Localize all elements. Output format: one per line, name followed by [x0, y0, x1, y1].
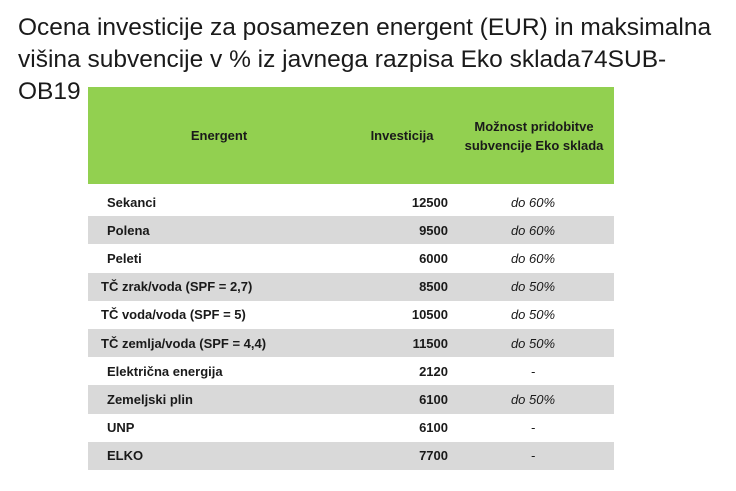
- page-title: Ocena investicije za posamezen energent …: [18, 12, 728, 108]
- table-header: Energent Investicija Možnost pridobitve …: [88, 87, 614, 184]
- title-line-2: višina subvencije v % iz javnega razpisa…: [18, 46, 667, 105]
- table-row: ELKO 7700 -: [88, 441, 614, 470]
- table-row: TČ zrak/voda (SPF = 2,7) 8500 do 50%: [88, 272, 614, 301]
- cell-subvencija: do 50%: [510, 279, 556, 295]
- cell-subvencija: do 60%: [510, 222, 556, 238]
- table-row: TČ zemlja/voda (SPF = 4,4) 11500 do 50%: [88, 328, 614, 358]
- cell-investicija: 7700: [419, 448, 448, 464]
- cell-subvencija: do 60%: [510, 194, 556, 210]
- cell-energent: TČ zrak/voda (SPF = 2,7): [101, 279, 253, 295]
- cell-subvencija: do 50%: [510, 307, 556, 323]
- table-row: Zemeljski plin 6100 do 50%: [88, 385, 614, 414]
- cell-investicija: 6100: [419, 391, 448, 407]
- table-row: Sekanci 12500 do 60%: [88, 188, 614, 216]
- cell-energent: Električna energija: [107, 363, 223, 379]
- table-row: Električna energija 2120 -: [88, 357, 614, 385]
- cell-subvencija: -: [530, 420, 536, 436]
- cell-investicija: 11500: [412, 335, 448, 351]
- cell-subvencija: -: [530, 363, 536, 379]
- cell-investicija: 2120: [419, 363, 448, 379]
- cell-subvencija: do 60%: [510, 250, 556, 266]
- cell-energent: ELKO: [107, 448, 144, 464]
- cell-subvencija: do 50%: [510, 335, 556, 351]
- cell-investicija: 9500: [419, 222, 448, 238]
- cell-investicija: 6100: [419, 420, 448, 436]
- cell-subvencija: do 50%: [510, 391, 556, 407]
- energy-investment-table: Energent Investicija Možnost pridobitve …: [88, 87, 614, 470]
- header-subvencija-line-2: subvencije Eko sklada: [464, 137, 604, 153]
- title-line-1: Ocena investicije za posamezen energent …: [18, 14, 712, 41]
- cell-energent: TČ voda/voda (SPF = 5): [101, 307, 246, 323]
- cell-investicija: 10500: [411, 307, 448, 323]
- cell-energent: TČ zemlja/voda (SPF = 4,4): [101, 335, 267, 351]
- cell-energent: UNP: [107, 420, 135, 436]
- cell-investicija: 12500: [411, 194, 448, 210]
- header-subvencija: Možnost pridobitve subvencije Eko sklada: [454, 117, 614, 155]
- header-investicija: Investicija: [370, 128, 434, 143]
- header-energent: Energent: [190, 128, 248, 143]
- table-row: TČ voda/voda (SPF = 5) 10500 do 50%: [88, 301, 614, 329]
- cell-energent: Zemeljski plin: [107, 391, 193, 407]
- table-row: UNP 6100 -: [88, 414, 614, 442]
- header-subvencija-line-1: Možnost pridobitve: [474, 118, 594, 134]
- cell-energent: Polena: [107, 222, 150, 238]
- cell-subvencija: -: [530, 448, 536, 464]
- cell-energent: Sekanci: [107, 194, 157, 210]
- cell-energent: Peleti: [107, 250, 142, 266]
- cell-investicija: 8500: [419, 279, 448, 295]
- table-row: Polena 9500 do 60%: [88, 216, 614, 245]
- table-row: Peleti 6000 do 60%: [88, 244, 614, 272]
- cell-investicija: 6000: [419, 250, 448, 266]
